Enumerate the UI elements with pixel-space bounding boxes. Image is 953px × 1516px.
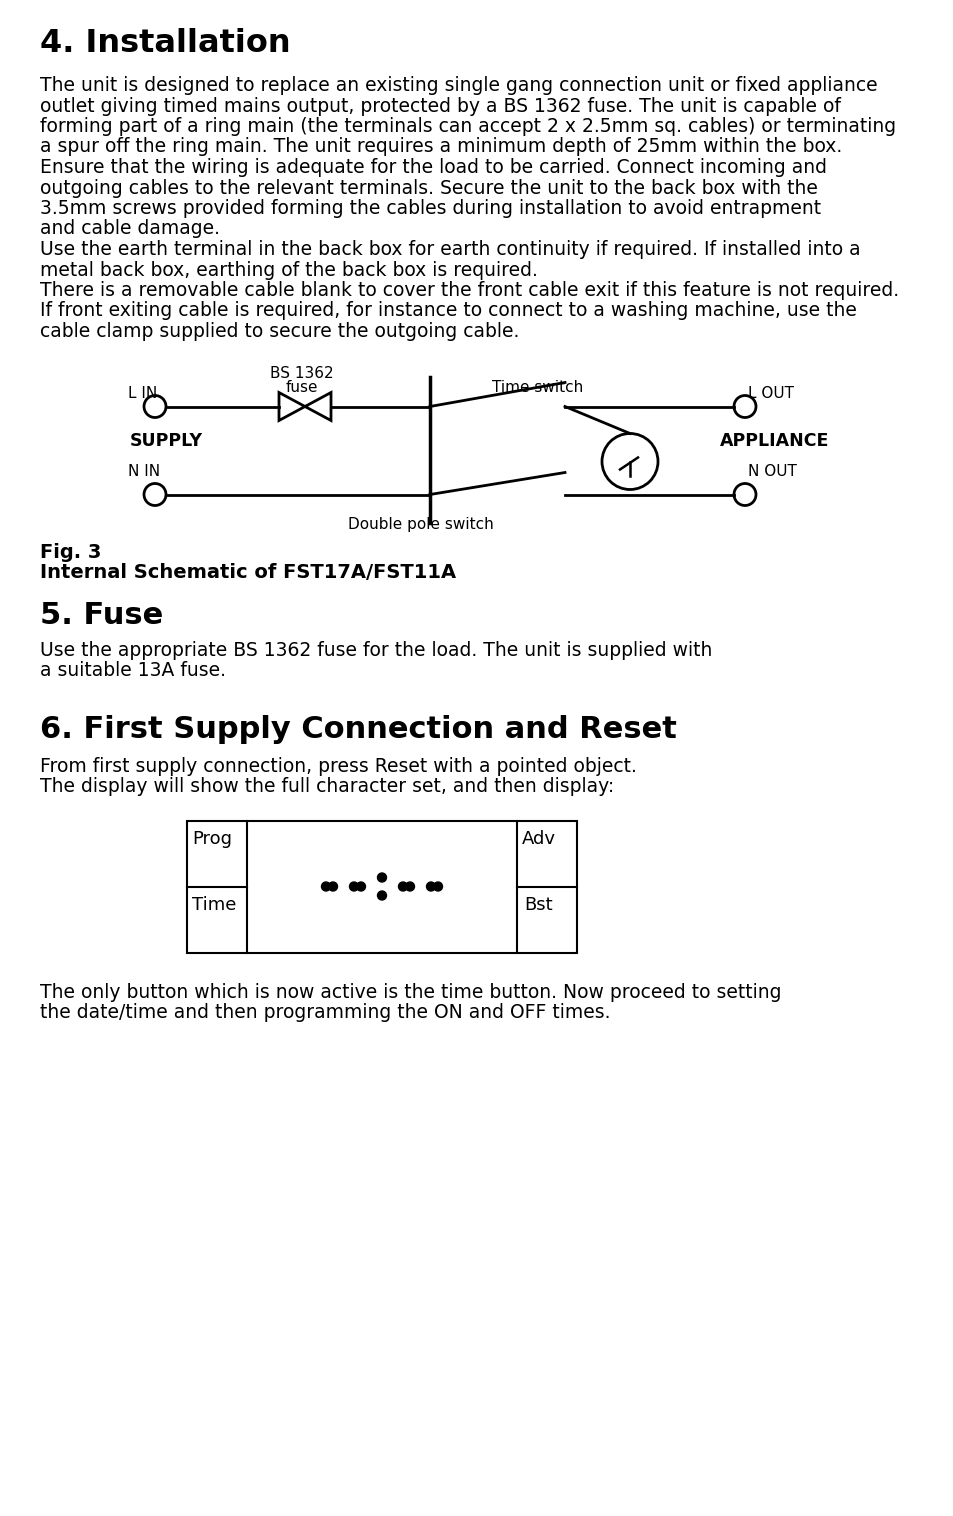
Text: N OUT: N OUT <box>747 464 796 479</box>
Text: L IN: L IN <box>128 387 157 402</box>
Text: the date/time and then programming the ON and OFF times.: the date/time and then programming the O… <box>40 1004 610 1022</box>
Circle shape <box>426 882 435 891</box>
Text: Bst: Bst <box>523 896 552 914</box>
Text: Adv: Adv <box>521 831 556 849</box>
Bar <box>187 820 577 952</box>
Text: SUPPLY: SUPPLY <box>130 432 203 450</box>
Text: Internal Schematic of FST17A/FST11A: Internal Schematic of FST17A/FST11A <box>40 562 456 582</box>
Text: a spur off the ring main. The unit requires a minimum depth of 25mm within the b: a spur off the ring main. The unit requi… <box>40 138 841 156</box>
Text: 4. Installation: 4. Installation <box>40 27 291 59</box>
Text: APPLIANCE: APPLIANCE <box>720 432 828 450</box>
Text: 5. Fuse: 5. Fuse <box>40 600 163 629</box>
Text: L OUT: L OUT <box>747 387 793 402</box>
Text: Use the earth terminal in the back box for earth continuity if required. If inst: Use the earth terminal in the back box f… <box>40 240 860 259</box>
Circle shape <box>349 882 358 891</box>
Text: fuse: fuse <box>286 381 318 396</box>
Text: The display will show the full character set, and then display:: The display will show the full character… <box>40 778 614 796</box>
Text: Fig. 3: Fig. 3 <box>40 543 101 561</box>
Text: cable clamp supplied to secure the outgoing cable.: cable clamp supplied to secure the outgo… <box>40 321 518 341</box>
Text: From first supply connection, press Reset with a pointed object.: From first supply connection, press Rese… <box>40 756 637 776</box>
Text: metal back box, earthing of the back box is required.: metal back box, earthing of the back box… <box>40 261 537 279</box>
Text: Time: Time <box>192 896 236 914</box>
Text: N IN: N IN <box>128 464 160 479</box>
Text: Ensure that the wiring is adequate for the load to be carried. Connect incoming : Ensure that the wiring is adequate for t… <box>40 158 826 177</box>
Circle shape <box>377 891 386 901</box>
Text: The unit is designed to replace an existing single gang connection unit or fixed: The unit is designed to replace an exist… <box>40 76 877 96</box>
Text: 6. First Supply Connection and Reset: 6. First Supply Connection and Reset <box>40 714 677 743</box>
Text: outgoing cables to the relevant terminals. Secure the unit to the back box with : outgoing cables to the relevant terminal… <box>40 179 817 197</box>
Text: and cable damage.: and cable damage. <box>40 220 220 238</box>
Circle shape <box>433 882 442 891</box>
Text: Time switch: Time switch <box>492 381 582 396</box>
Text: There is a removable cable blank to cover the front cable exit if this feature i: There is a removable cable blank to cove… <box>40 280 898 300</box>
Circle shape <box>398 882 407 891</box>
Circle shape <box>377 873 386 882</box>
Text: a suitable 13A fuse.: a suitable 13A fuse. <box>40 661 226 681</box>
Circle shape <box>356 882 365 891</box>
Text: The only button which is now active is the time button. Now proceed to setting: The only button which is now active is t… <box>40 982 781 1002</box>
Text: BS 1362: BS 1362 <box>270 367 334 382</box>
Text: Double pole switch: Double pole switch <box>348 517 494 532</box>
Circle shape <box>405 882 414 891</box>
Circle shape <box>321 882 330 891</box>
Circle shape <box>328 882 337 891</box>
Text: Prog: Prog <box>192 831 232 849</box>
Text: 3.5mm screws provided forming the cables during installation to avoid entrapment: 3.5mm screws provided forming the cables… <box>40 199 821 218</box>
Text: outlet giving timed mains output, protected by a BS 1362 fuse. The unit is capab: outlet giving timed mains output, protec… <box>40 97 840 115</box>
Text: forming part of a ring main (the terminals can accept 2 x 2.5mm sq. cables) or t: forming part of a ring main (the termina… <box>40 117 895 136</box>
Text: If front exiting cable is required, for instance to connect to a washing machine: If front exiting cable is required, for … <box>40 302 856 320</box>
Text: Use the appropriate BS 1362 fuse for the load. The unit is supplied with: Use the appropriate BS 1362 fuse for the… <box>40 640 712 659</box>
